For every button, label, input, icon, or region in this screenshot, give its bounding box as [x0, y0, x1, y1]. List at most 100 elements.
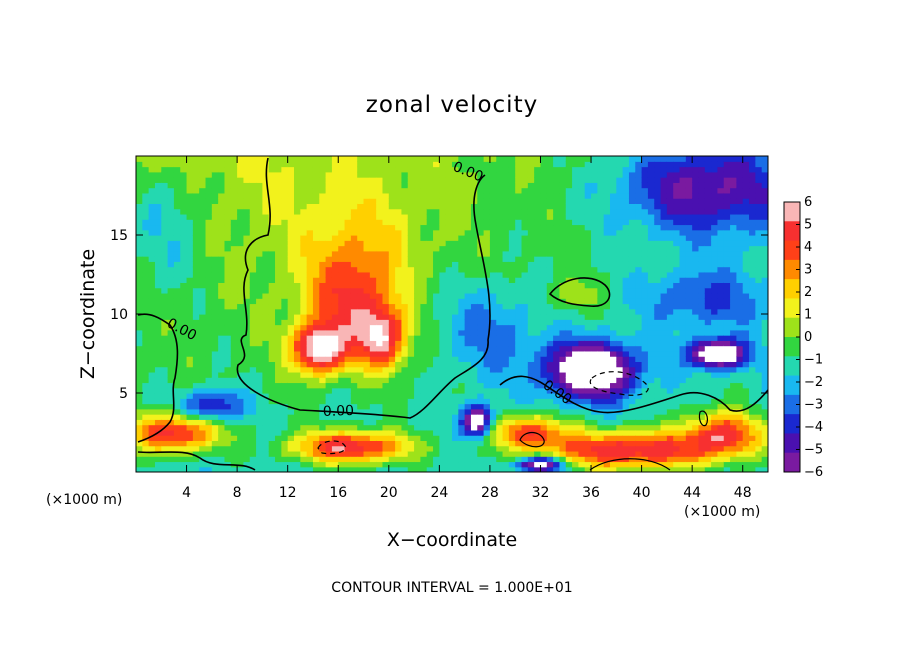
heatmap-cell	[439, 277, 447, 283]
heatmap-cell	[306, 450, 314, 457]
heatmap-cell	[350, 366, 358, 373]
heatmap-cell	[534, 371, 542, 378]
heatmap-cell	[325, 256, 333, 262]
heatmap-cell	[395, 335, 403, 341]
heatmap-cell	[559, 171, 567, 178]
heatmap-cell	[376, 256, 384, 262]
heatmap-cell	[401, 461, 409, 468]
heatmap-cell	[167, 266, 175, 273]
heatmap-cell	[559, 419, 567, 426]
heatmap-cell	[414, 203, 421, 210]
heatmap-cell	[477, 466, 485, 472]
heatmap-cell	[148, 229, 156, 236]
heatmap-cell	[628, 419, 636, 426]
heatmap-cell	[470, 245, 478, 252]
heatmap-cell	[502, 277, 510, 283]
heatmap-cell	[591, 156, 598, 162]
heatmap-cell	[654, 461, 662, 468]
heatmap-cell	[660, 403, 668, 410]
heatmap-cell	[407, 282, 415, 289]
heatmap-cell	[496, 192, 504, 199]
heatmap-cell	[294, 408, 301, 415]
heatmap-cell	[281, 282, 289, 289]
heatmap-cell	[256, 361, 263, 368]
heatmap-cell	[338, 166, 346, 173]
heatmap-cell	[331, 224, 339, 231]
heatmap-cell	[237, 213, 245, 220]
heatmap-cell	[445, 387, 453, 394]
heatmap-cell	[445, 156, 453, 162]
heatmap-cell	[294, 466, 301, 472]
heatmap-cell	[540, 277, 548, 283]
heatmap-cell	[572, 213, 579, 220]
heatmap-cell	[142, 445, 150, 452]
heatmap-cell	[142, 303, 150, 310]
heatmap-cell	[420, 161, 428, 168]
heatmap-cell	[420, 429, 428, 436]
heatmap-cell	[148, 335, 156, 341]
heatmap-cell	[224, 182, 232, 189]
heatmap-cell	[508, 229, 516, 236]
heatmap-cell	[527, 271, 535, 278]
heatmap-cell	[350, 219, 358, 226]
heatmap-cell	[521, 335, 529, 341]
heatmap-cell	[281, 192, 289, 199]
heatmap-cell	[136, 371, 143, 378]
heatmap-cell	[382, 445, 390, 452]
heatmap-cell	[167, 287, 175, 294]
heatmap-cell	[243, 371, 251, 378]
heatmap-cell	[211, 424, 219, 431]
heatmap-cell	[262, 371, 270, 378]
heatmap-cell	[622, 213, 630, 220]
heatmap-cell	[496, 424, 504, 431]
heatmap-cell	[167, 314, 175, 320]
heatmap-cell	[369, 435, 377, 441]
heatmap-cell	[445, 166, 453, 173]
heatmap-cell	[199, 356, 207, 362]
heatmap-cell	[331, 429, 339, 436]
heatmap-cell	[294, 340, 301, 347]
heatmap-cell	[414, 435, 421, 441]
heatmap-cell	[376, 187, 384, 194]
heatmap-cell	[395, 361, 403, 368]
heatmap-cell	[603, 345, 611, 352]
heatmap-cell	[635, 429, 643, 436]
heatmap-cell	[445, 366, 453, 373]
heatmap-cell	[502, 387, 510, 394]
heatmap-cell	[407, 324, 415, 331]
heatmap-cell	[268, 414, 276, 420]
heatmap-cell	[546, 224, 554, 231]
heatmap-cell	[628, 287, 636, 294]
heatmap-cell	[458, 319, 466, 326]
heatmap-cell	[572, 340, 579, 347]
heatmap-cell	[300, 282, 308, 289]
heatmap-cell	[275, 282, 282, 289]
heatmap-cell	[584, 366, 592, 373]
heatmap-cell	[300, 292, 308, 299]
heatmap-cell	[218, 303, 226, 310]
heatmap-cell	[224, 382, 232, 389]
heatmap-cell	[224, 271, 232, 278]
heatmap-cell	[477, 235, 485, 241]
heatmap-cell	[388, 271, 396, 278]
heatmap-cell	[401, 350, 409, 357]
heatmap-cell	[173, 177, 181, 183]
heatmap-cell	[237, 166, 245, 173]
heatmap-cell	[439, 177, 447, 183]
heatmap-cell	[325, 424, 333, 431]
heatmap-cell	[369, 440, 377, 447]
heatmap-cell	[382, 208, 390, 215]
heatmap-cell	[616, 335, 624, 341]
heatmap-cell	[407, 440, 415, 447]
heatmap-cell	[338, 229, 346, 236]
heatmap-cell	[508, 198, 516, 204]
heatmap-cell	[647, 292, 655, 299]
heatmap-cell	[173, 224, 181, 231]
heatmap-cell	[306, 456, 314, 463]
heatmap-cell	[136, 393, 143, 399]
heatmap-cell	[230, 235, 238, 241]
heatmap-cell	[597, 387, 605, 394]
heatmap-cell	[154, 198, 162, 204]
heatmap-cell	[610, 440, 617, 447]
heatmap-cell	[268, 256, 276, 262]
